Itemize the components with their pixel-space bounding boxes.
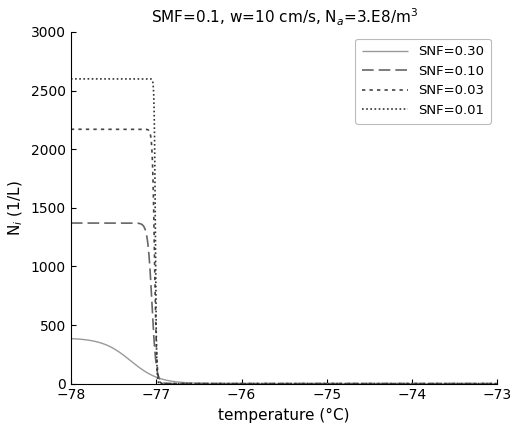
SNF=0.03 [68, 127, 74, 132]
SNF=0.10 [250, 381, 256, 386]
SNF=0.30 [495, 381, 501, 386]
SNF=0.03 [116, 127, 122, 132]
SNF=0.01 [68, 76, 74, 81]
SNF=0.10 [440, 381, 446, 386]
SNF=0.01 [250, 381, 256, 386]
SNF=0.03 [486, 381, 492, 386]
Legend: SNF=0.30, SNF=0.10, SNF=0.03, SNF=0.01: SNF=0.30, SNF=0.10, SNF=0.03, SNF=0.01 [355, 39, 491, 123]
SNF=0.10 [231, 381, 238, 386]
SNF=0.30 [250, 381, 256, 386]
SNF=0.10 [486, 381, 492, 386]
SNF=0.10 [142, 226, 148, 231]
SNF=0.30 [68, 336, 74, 341]
SNF=0.01 [440, 381, 446, 386]
Line: SNF=0.30: SNF=0.30 [71, 338, 498, 384]
Title: SMF=0.1, w=10 cm/s, N$_a$=3.E8/m$^3$: SMF=0.1, w=10 cm/s, N$_a$=3.E8/m$^3$ [151, 7, 418, 28]
SNF=0.03 [231, 381, 238, 386]
SNF=0.03 [495, 381, 501, 386]
Line: SNF=0.03: SNF=0.03 [71, 129, 498, 384]
SNF=0.03 [142, 127, 148, 132]
SNF=0.10 [68, 221, 74, 226]
SNF=0.30 [440, 381, 446, 386]
SNF=0.01 [486, 381, 492, 386]
SNF=0.01 [142, 76, 148, 81]
SNF=0.30 [116, 350, 122, 355]
SNF=0.10 [495, 381, 501, 386]
SNF=0.03 [250, 381, 256, 386]
Line: SNF=0.01: SNF=0.01 [71, 79, 498, 384]
SNF=0.03 [440, 381, 446, 386]
SNF=0.01 [231, 381, 238, 386]
Line: SNF=0.10: SNF=0.10 [71, 223, 498, 384]
Y-axis label: N$_i$ (1/L): N$_i$ (1/L) [7, 180, 25, 236]
SNF=0.01 [116, 76, 122, 81]
SNF=0.01 [495, 381, 501, 386]
SNF=0.30 [486, 381, 492, 386]
SNF=0.10 [116, 221, 122, 226]
SNF=0.30 [231, 381, 238, 386]
X-axis label: temperature (°C): temperature (°C) [218, 408, 350, 423]
SNF=0.30 [142, 369, 148, 374]
